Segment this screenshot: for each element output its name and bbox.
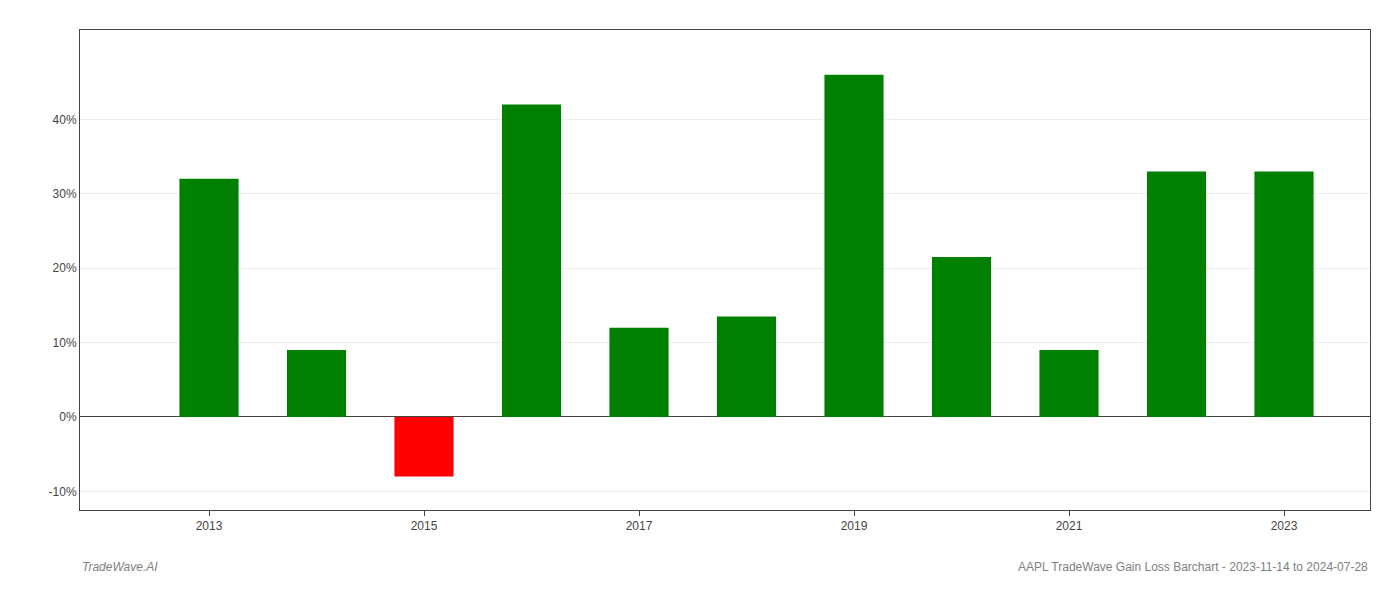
svg-text:2015: 2015 — [411, 519, 438, 533]
svg-text:10%: 10% — [53, 336, 77, 350]
svg-text:TradeWave.AI: TradeWave.AI — [82, 560, 158, 574]
svg-text:20%: 20% — [53, 261, 77, 275]
svg-text:2013: 2013 — [196, 519, 223, 533]
svg-text:0%: 0% — [59, 410, 77, 424]
svg-text:30%: 30% — [53, 187, 77, 201]
svg-text:-10%: -10% — [49, 485, 77, 499]
svg-text:2019: 2019 — [841, 519, 868, 533]
svg-text:AAPL TradeWave Gain Loss Barch: AAPL TradeWave Gain Loss Barchart - 2023… — [1018, 560, 1368, 574]
svg-text:2021: 2021 — [1056, 519, 1083, 533]
svg-text:40%: 40% — [53, 113, 77, 127]
svg-text:2017: 2017 — [626, 519, 653, 533]
svg-text:2023: 2023 — [1271, 519, 1298, 533]
